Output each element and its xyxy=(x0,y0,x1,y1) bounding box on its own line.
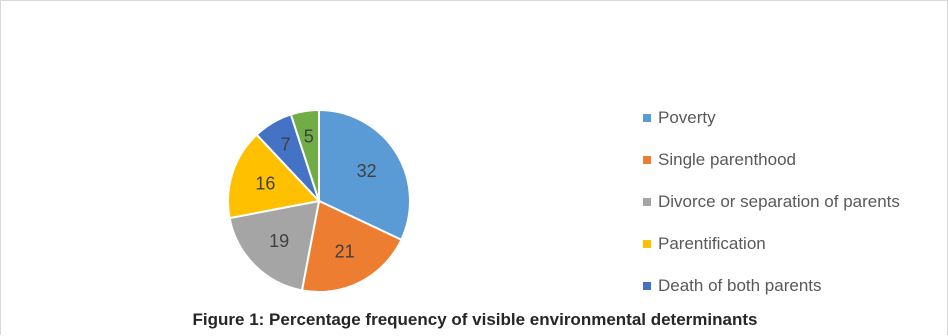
legend-label: Divorce or separation of parents xyxy=(658,192,900,211)
slice-data-label: 7 xyxy=(281,135,291,155)
legend-swatch xyxy=(643,240,651,248)
pie-slice xyxy=(300,199,403,293)
legend-item-poverty: Poverty xyxy=(643,97,900,139)
slice-data-label: 16 xyxy=(255,174,275,194)
legend-label: Death of both parents xyxy=(658,276,822,295)
figure-caption: Figure 1: Percentage frequency of visibl… xyxy=(192,310,758,329)
legend: Poverty Single parenthood Divorce or sep… xyxy=(643,97,900,307)
pie-slice xyxy=(228,199,321,292)
slice-data-label: 21 xyxy=(335,241,355,261)
pie-slice xyxy=(318,108,411,242)
legend-label: Parentification xyxy=(658,234,766,253)
legend-label: Single parenthood xyxy=(658,150,797,169)
slice-data-label: 5 xyxy=(304,126,314,146)
legend-label: Poverty xyxy=(658,108,716,127)
legend-item-death-of-both-parents: Death of both parents xyxy=(643,265,900,307)
legend-swatch xyxy=(643,282,651,290)
legend-swatch xyxy=(643,114,651,122)
legend-swatch xyxy=(643,156,651,164)
pie-slice xyxy=(289,108,320,202)
pie-slice xyxy=(227,133,321,220)
slice-data-label: 32 xyxy=(357,161,377,181)
legend-swatch xyxy=(643,198,651,206)
legend-item-single-parenthood: Single parenthood xyxy=(643,139,900,181)
legend-item-divorce: Divorce or separation of parents xyxy=(643,181,900,223)
legend-item-parentification: Parentification xyxy=(643,223,900,265)
slice-data-label: 19 xyxy=(269,231,289,251)
